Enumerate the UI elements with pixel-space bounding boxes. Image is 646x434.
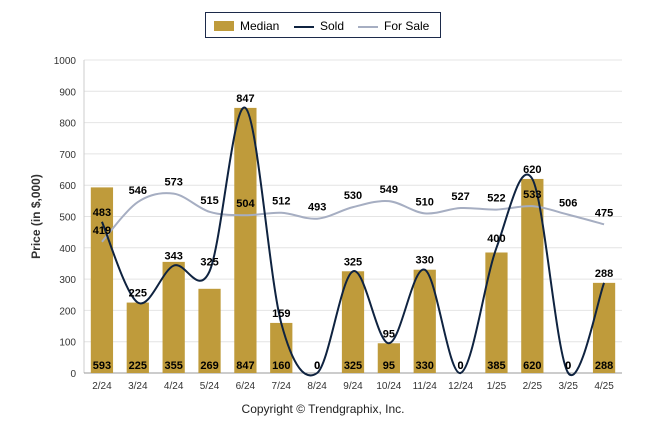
data-label-for-sale: 527 <box>451 191 469 203</box>
bar <box>234 107 257 373</box>
x-tick-label: 8/24 <box>307 381 327 392</box>
data-label-sold: 325 <box>200 256 218 268</box>
data-label-sold: 159 <box>272 308 290 320</box>
y-tick-label: 0 <box>70 369 76 380</box>
x-tick-label: 4/24 <box>164 381 184 392</box>
x-tick-label: 2/25 <box>523 381 543 392</box>
data-label-for-sale: 504 <box>236 198 255 210</box>
data-label-sold: 343 <box>164 251 182 263</box>
y-tick-label: 600 <box>59 181 76 192</box>
bar <box>270 322 293 373</box>
data-label-median: 385 <box>487 360 505 372</box>
data-label-for-sale: 515 <box>200 195 218 207</box>
legend-swatch-for-sale <box>358 26 378 28</box>
legend-swatch-median <box>214 21 234 31</box>
y-tick-label: 100 <box>59 338 76 349</box>
data-label-sold: 288 <box>595 268 613 280</box>
data-label-sold: 847 <box>236 93 254 105</box>
x-tick-label: 1/25 <box>487 381 507 392</box>
data-label-median: 325 <box>344 360 362 372</box>
x-tick-label: 9/24 <box>343 381 363 392</box>
data-label-median: 355 <box>164 360 182 372</box>
bar <box>485 252 508 373</box>
bar <box>377 343 400 373</box>
data-label-median: 95 <box>383 360 395 372</box>
data-label-median: 847 <box>236 360 254 372</box>
data-label-for-sale: 522 <box>487 193 505 205</box>
y-tick-label: 200 <box>59 306 76 317</box>
x-tick-label: 11/24 <box>413 381 438 392</box>
series-line-sold <box>101 106 605 377</box>
data-label-sold: 325 <box>344 256 362 268</box>
x-tick-label: 12/24 <box>448 381 473 392</box>
data-label-sold: 0 <box>314 360 320 372</box>
y-tick-label: 300 <box>59 275 76 286</box>
data-label-median: 225 <box>129 360 147 372</box>
y-tick-label: 500 <box>59 213 76 224</box>
y-tick-label: 400 <box>59 244 76 255</box>
x-tick-label: 7/24 <box>272 381 292 392</box>
data-label-sold: 483 <box>93 207 111 219</box>
legend-label-for-sale: For Sale <box>384 19 430 33</box>
bar <box>413 269 436 373</box>
data-label-for-sale: 475 <box>595 207 613 219</box>
data-label-for-sale: 510 <box>416 196 434 208</box>
legend: Median Sold For Sale <box>205 12 441 38</box>
data-label-sold: 0 <box>565 360 571 372</box>
x-tick-label: 4/25 <box>594 381 614 392</box>
data-label-median: 160 <box>272 360 290 372</box>
legend-swatch-sold <box>294 26 314 28</box>
data-label-for-sale: 549 <box>380 184 398 196</box>
data-label-sold: 0 <box>458 360 464 372</box>
data-label-median: 269 <box>200 360 218 372</box>
x-tick-label: 3/25 <box>558 381 578 392</box>
data-label-for-sale: 506 <box>559 198 577 210</box>
y-tick-label: 900 <box>59 87 76 98</box>
data-label-sold: 620 <box>523 164 541 176</box>
bar <box>198 288 221 373</box>
data-label-for-sale: 530 <box>344 190 362 202</box>
data-label-median: 620 <box>523 360 541 372</box>
data-label-sold: 95 <box>383 328 395 340</box>
data-label-median: 0 <box>565 360 571 372</box>
y-tick-label: 700 <box>59 150 76 161</box>
y-tick-label: 1000 <box>54 56 77 67</box>
data-label-for-sale: 533 <box>523 189 541 201</box>
data-label-median: 330 <box>416 360 434 372</box>
data-label-sold: 330 <box>416 255 434 267</box>
x-tick-label: 3/24 <box>128 381 148 392</box>
data-label-median: 288 <box>595 360 613 372</box>
data-label-median: 0 <box>314 360 320 372</box>
y-tick-label: 800 <box>59 119 76 130</box>
bar <box>126 302 149 373</box>
bar <box>341 271 365 373</box>
data-label-for-sale: 512 <box>272 196 290 208</box>
data-label-for-sale: 573 <box>164 177 182 189</box>
legend-label-sold: Sold <box>320 19 345 33</box>
x-tick-label: 6/24 <box>236 381 256 392</box>
data-label-for-sale: 546 <box>129 185 147 197</box>
data-label-for-sale: 493 <box>308 202 326 214</box>
bar <box>162 261 185 373</box>
data-label-sold: 225 <box>129 288 147 300</box>
data-label-median: 0 <box>458 360 464 372</box>
x-tick-label: 10/24 <box>376 381 401 392</box>
legend-label-median: Median <box>240 19 280 33</box>
data-label-median: 593 <box>93 360 111 372</box>
copyright-text: Copyright © Trendgraphix, Inc. <box>241 402 405 416</box>
x-tick-label: 2/24 <box>92 381 112 392</box>
data-label-for-sale: 419 <box>93 225 111 237</box>
x-tick-label: 5/24 <box>200 381 220 392</box>
y-axis-title: Price (in $,000) <box>29 174 43 259</box>
series-line-for-sale <box>101 192 605 243</box>
bar <box>521 178 544 373</box>
data-label-sold: 400 <box>487 233 505 245</box>
